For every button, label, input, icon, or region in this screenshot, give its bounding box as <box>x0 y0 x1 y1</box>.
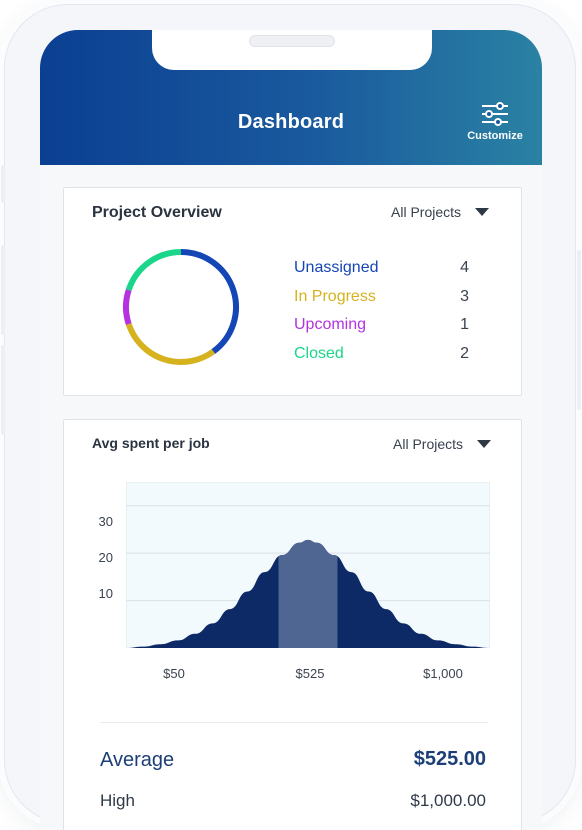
y-tick-label: 10 <box>98 586 113 601</box>
customize-label: Customize <box>467 130 523 142</box>
phone-notch <box>152 30 432 70</box>
high-label: High <box>100 791 135 810</box>
sliders-icon <box>482 102 508 126</box>
phone-side-button <box>1 245 5 335</box>
dropdown-value: All Projects <box>393 436 464 452</box>
avg-spent-area-chart <box>126 482 490 648</box>
page-title: Dashboard <box>237 111 345 133</box>
card-title: Project Overview <box>92 204 222 221</box>
caret-down-icon <box>475 208 490 216</box>
phone-side-button <box>1 165 5 203</box>
customize-button[interactable]: Customize <box>466 100 524 146</box>
legend-item-closed[interactable]: Closed 2 <box>294 345 469 367</box>
legend-label: Closed <box>294 345 344 362</box>
x-tick-label: $1,000 <box>423 666 463 681</box>
phone-speaker <box>249 35 335 47</box>
donut-segment-in-progress[interactable] <box>125 323 216 365</box>
project-donut-chart <box>123 249 239 365</box>
caret-down-icon <box>477 440 492 448</box>
phone-side-button <box>577 250 581 410</box>
legend-item-unassigned[interactable]: Unassigned 4 <box>294 259 469 281</box>
legend-count: 4 <box>460 259 469 276</box>
x-tick-label: $525 <box>295 666 325 681</box>
dashboard-content: Project Overview All Projects Unassigned… <box>40 165 542 830</box>
donut-segment-upcoming[interactable] <box>123 289 132 325</box>
avg-filter-dropdown[interactable]: All Projects <box>393 436 492 452</box>
divider <box>100 722 488 723</box>
legend-label: In Progress <box>294 288 376 305</box>
y-tick-label: 30 <box>98 514 113 529</box>
donut-segment-unassigned[interactable] <box>180 249 239 354</box>
card-title: Avg spent per job <box>92 435 210 451</box>
x-tick-label: $50 <box>163 666 185 681</box>
legend-count: 3 <box>460 288 469 305</box>
legend-item-upcoming[interactable]: Upcoming 1 <box>294 316 469 338</box>
y-tick-label: 20 <box>98 550 113 565</box>
legend-label: Upcoming <box>294 316 367 333</box>
average-highlight-band <box>278 539 338 648</box>
phone-side-button <box>1 345 5 435</box>
donut-segment-closed[interactable] <box>125 249 182 292</box>
project-overview-card: Project Overview All Projects Unassigned… <box>63 187 522 396</box>
average-label: Average <box>100 749 175 771</box>
dropdown-value: All Projects <box>391 204 462 220</box>
legend-item-in-progress[interactable]: In Progress 3 <box>294 288 469 310</box>
legend-count: 2 <box>460 345 469 362</box>
legend-count: 1 <box>460 316 469 333</box>
project-filter-dropdown[interactable]: All Projects <box>391 204 490 220</box>
high-value: $1,000.00 <box>410 791 486 810</box>
phone-screen: Dashboard Customize Project Overview All… <box>40 30 542 830</box>
legend-label: Unassigned <box>294 259 379 276</box>
average-value: $525.00 <box>413 748 486 770</box>
avg-spent-card: Avg spent per job All Projects 30 20 10 … <box>63 419 522 830</box>
